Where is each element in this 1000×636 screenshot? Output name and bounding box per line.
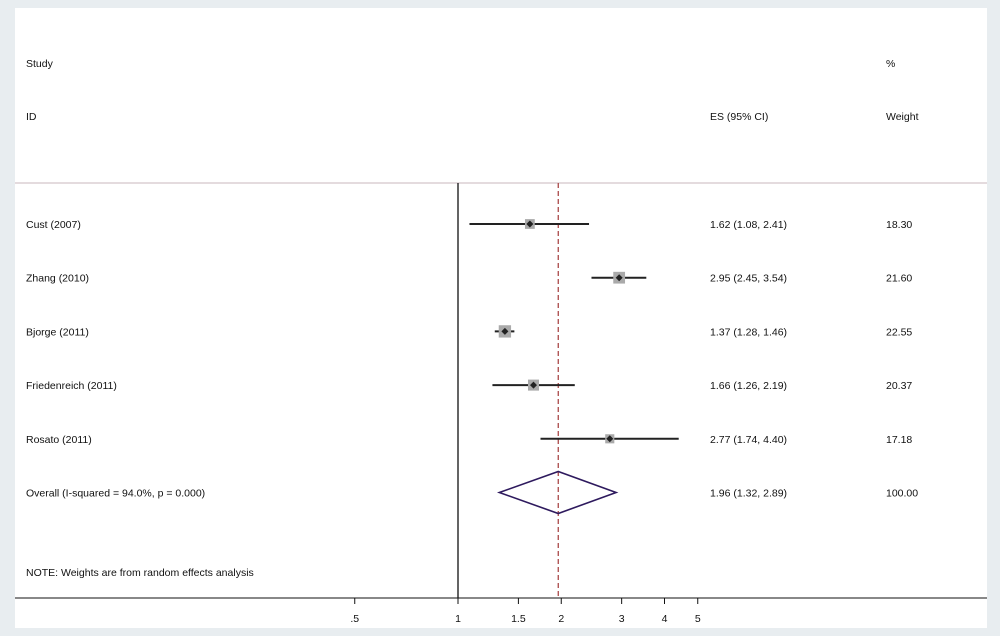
point-estimate [529,381,537,389]
study-weight: 20.37 [886,380,912,392]
study-es-ci: 2.95 (2.45, 3.54) [710,273,787,285]
x-tick-label: 5 [695,613,701,625]
study-weight: 22.55 [886,326,912,338]
point-estimate [615,274,623,282]
study-weight: 21.60 [886,273,912,285]
footnote: NOTE: Weights are from random effects an… [26,567,254,579]
x-tick-label: .5 [350,613,359,625]
study-es-ci: 1.37 (1.28, 1.46) [710,326,787,338]
x-axis: .5 1 1.5 2 3 4 5 [15,597,987,625]
point-estimate [501,327,509,335]
plot-frame [15,8,987,628]
overall-label: Overall (I-squared = 94.0%, p = 0.000) [26,488,205,500]
x-tick-label: 1.5 [511,613,526,625]
study-weight: 18.30 [886,219,912,231]
header-study: Study [26,58,54,70]
study-label: Bjorge (2011) [26,326,89,338]
study-weight: 17.18 [886,434,912,446]
point-estimate [606,435,614,443]
study-rows: Cust (2007) 1.62 (1.08, 2.41) 18.30 Zhang (… [26,219,918,500]
header-es: ES (95% CI) [710,111,768,123]
x-tick-label: 4 [662,613,668,625]
study-label: Cust (2007) [26,219,81,231]
study-es-ci: 2.77 (1.74, 4.40) [710,434,787,446]
study-label: Friedenreich (2011) [26,380,117,392]
overall-diamond [496,470,619,515]
x-tick-label: 1 [455,613,461,625]
x-tick-label: 2 [558,613,564,625]
header-id: ID [26,111,37,123]
study-es-ci: 1.66 (1.26, 2.19) [710,380,787,392]
x-tick-label: 3 [619,613,625,625]
overall-weight: 100.00 [886,488,918,500]
chart-marks [457,183,679,598]
overall-es-ci: 1.96 (1.32, 2.89) [710,488,787,500]
study-label: Rosato (2011) [26,434,92,446]
point-estimate [526,220,534,228]
study-label: Zhang (2010) [26,273,89,285]
study-es-ci: 1.62 (1.08, 2.41) [710,219,787,231]
header-pct: % [886,58,895,70]
header-weight: Weight [886,111,919,123]
